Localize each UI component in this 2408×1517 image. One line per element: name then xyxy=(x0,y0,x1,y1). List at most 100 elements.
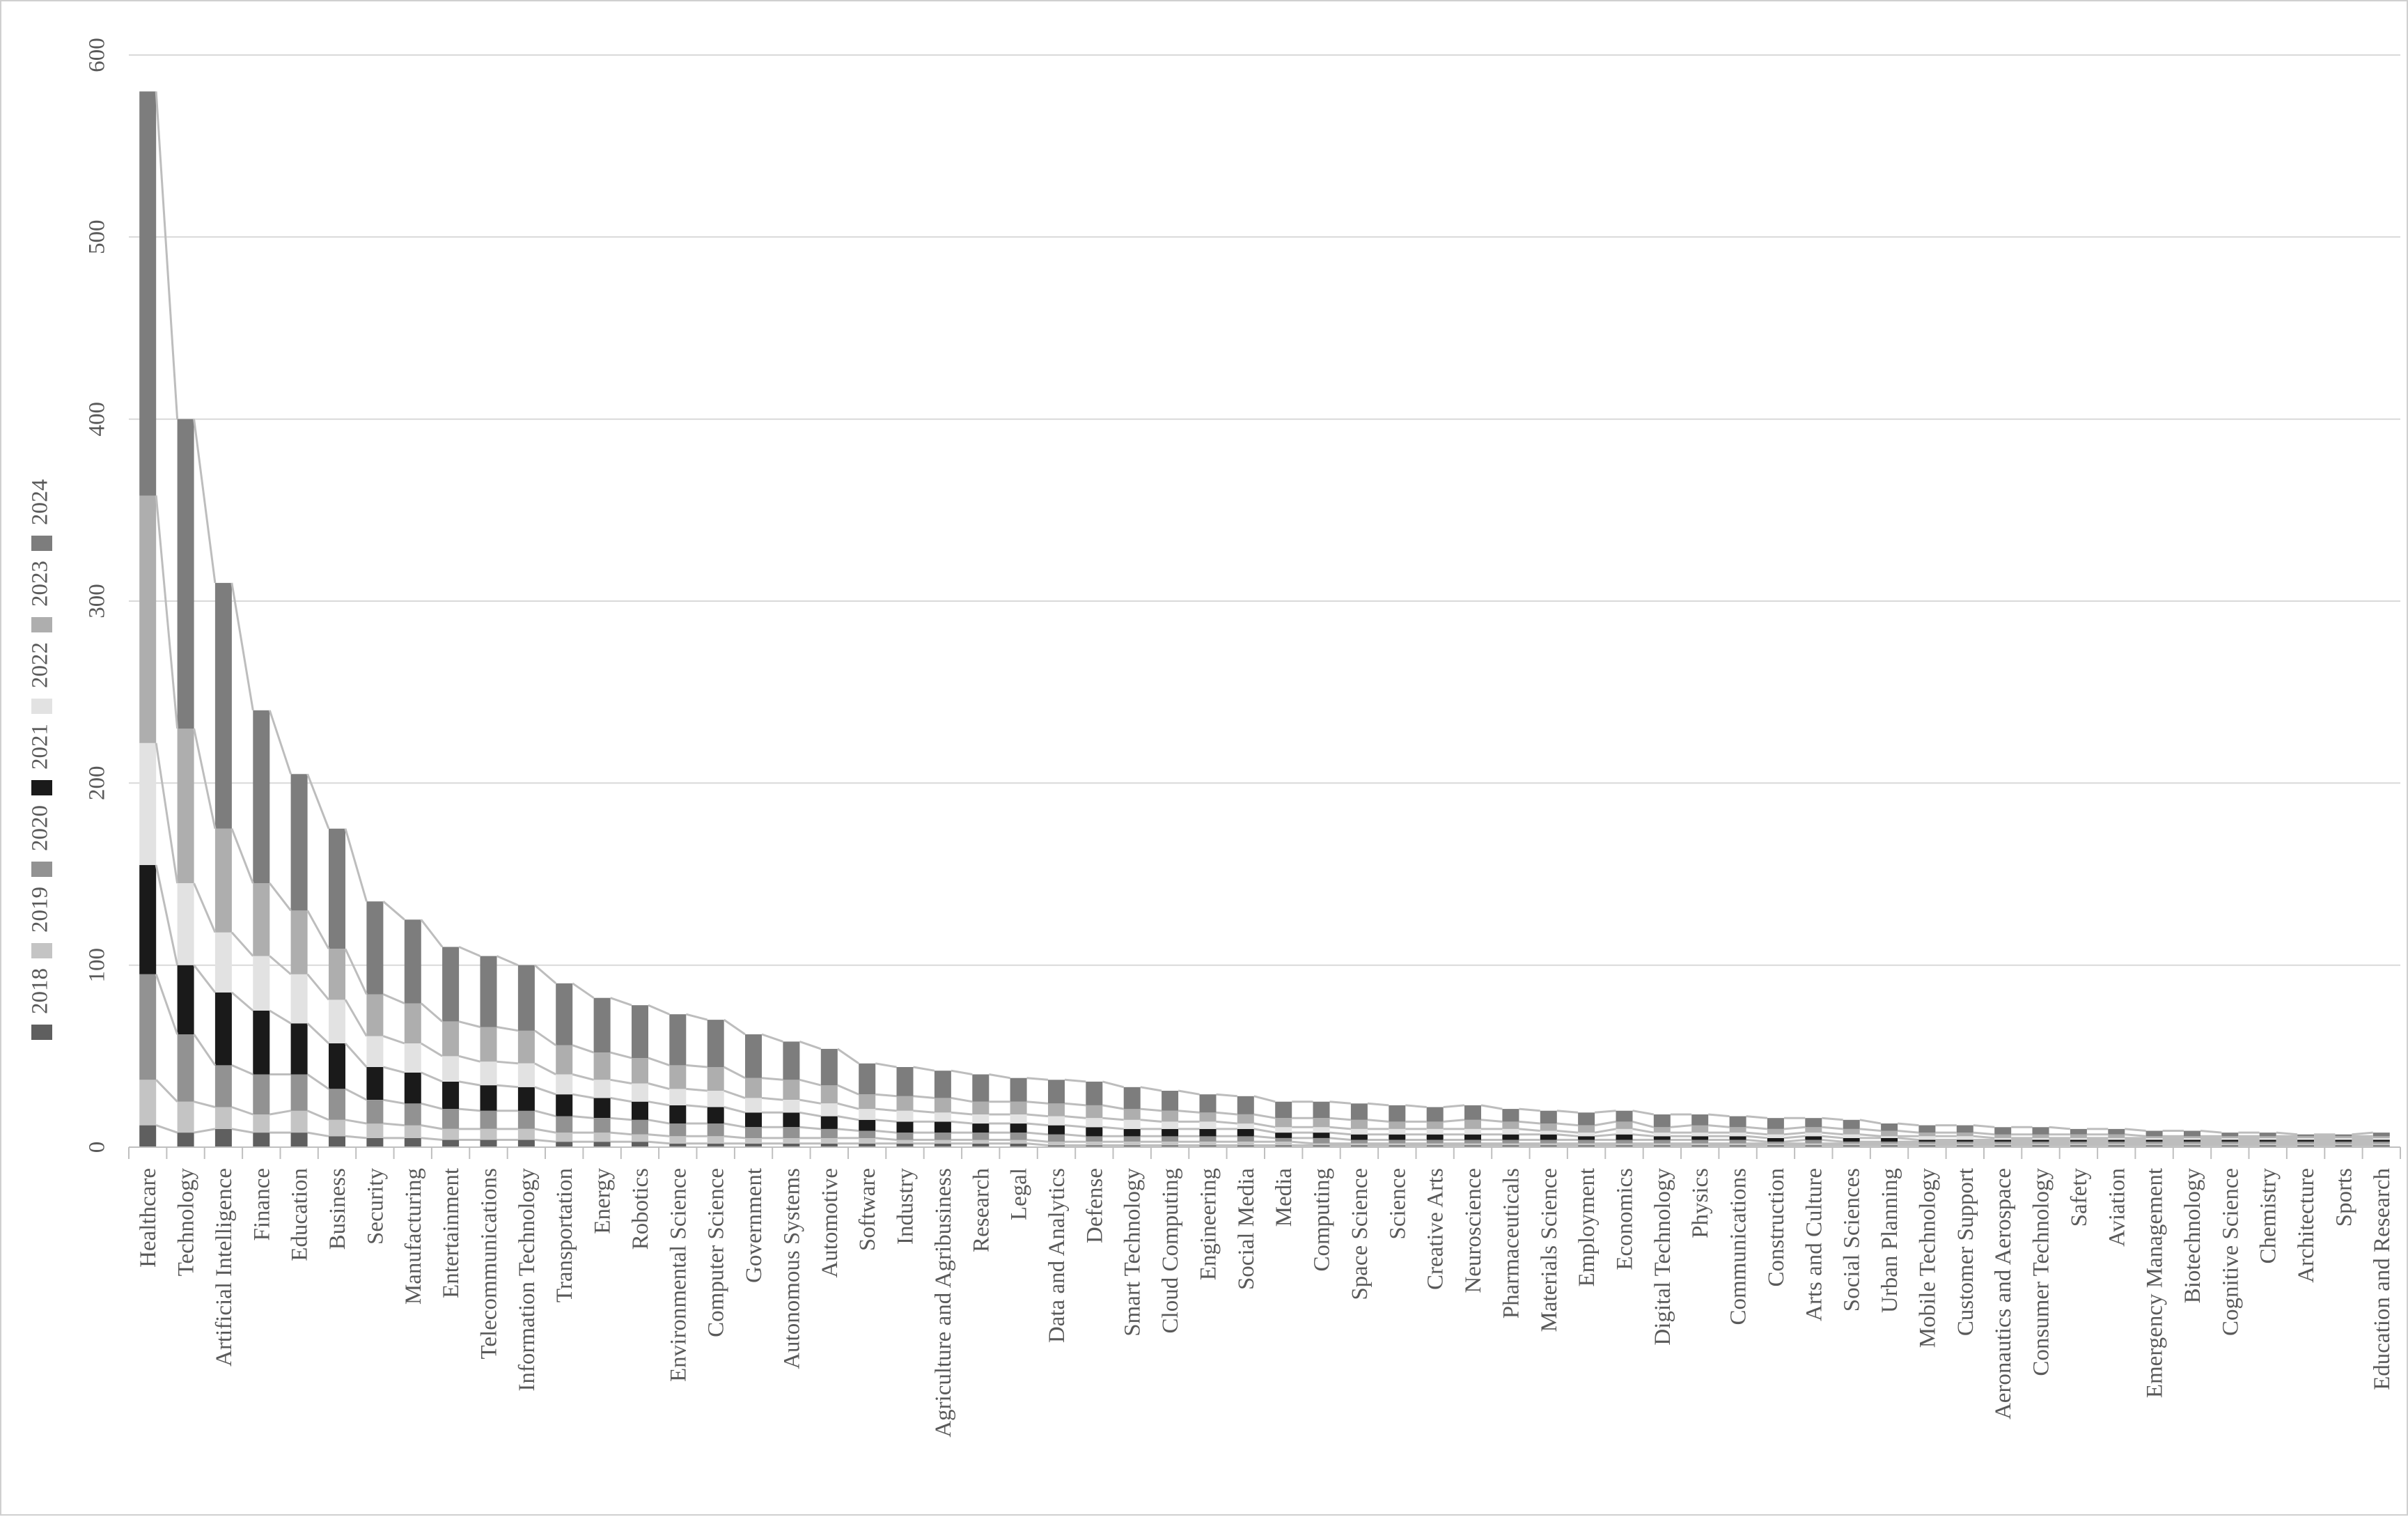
series-line xyxy=(1897,1122,1919,1127)
x-category-label: Automotive xyxy=(818,1168,843,1278)
bar-segment-2020 xyxy=(290,1074,308,1111)
series-line xyxy=(1746,1126,1768,1130)
bar-segment-2024 xyxy=(2145,1130,2163,1137)
series-line xyxy=(1178,1110,1200,1114)
bar-segment-2021 xyxy=(745,1112,762,1128)
bar-segment-2022 xyxy=(366,1036,384,1067)
bar-segment-2018 xyxy=(2108,1145,2125,1147)
bar-segment-2019 xyxy=(1199,1142,1217,1146)
bar-segment-2021 xyxy=(517,1087,535,1111)
series-line xyxy=(1329,1100,1352,1105)
series-line xyxy=(421,1071,443,1083)
bar-segment-2023 xyxy=(1843,1128,1860,1135)
bar-segment-2021 xyxy=(669,1105,687,1123)
bar-segment-2024 xyxy=(442,947,460,1022)
series-line xyxy=(344,1043,368,1068)
bar-segment-2023 xyxy=(859,1094,876,1110)
x-category-label: Smart Technology xyxy=(1120,1168,1146,1337)
series-line xyxy=(648,1100,670,1107)
bar-segment-2024 xyxy=(1729,1116,1746,1128)
bar-segment-2021 xyxy=(366,1067,384,1100)
bar-segment-2024 xyxy=(896,1067,914,1096)
x-category-label: Sports xyxy=(2331,1168,2356,1227)
bar-segment-2019 xyxy=(1653,1143,1671,1146)
bar-segment-2021 xyxy=(2221,1139,2239,1142)
bar-segment-2024 xyxy=(934,1071,951,1098)
legend-label: 2024 xyxy=(28,479,53,525)
bar-segment-2022 xyxy=(896,1110,914,1122)
bar-segment-2024 xyxy=(632,1005,648,1058)
series-line xyxy=(875,1107,897,1112)
series-line xyxy=(1746,1115,1768,1119)
bar-segment-2018 xyxy=(1389,1145,1406,1147)
series-line xyxy=(837,1084,859,1096)
series-line xyxy=(383,1066,405,1074)
bar-segment-2024 xyxy=(1616,1110,1633,1122)
series-line xyxy=(382,1035,405,1045)
series-line xyxy=(496,955,519,967)
bar-segment-2021 xyxy=(859,1119,876,1131)
series-line xyxy=(421,1102,443,1110)
bar-segment-2019 xyxy=(1729,1143,1746,1146)
bar-segment-2020 xyxy=(1502,1139,1519,1144)
bar-segment-2023 xyxy=(290,910,308,974)
bar-segment-2024 xyxy=(1426,1107,1444,1122)
y-tick-label: 300 xyxy=(85,584,110,619)
series-line xyxy=(648,1119,670,1125)
bar-segment-2022 xyxy=(1578,1133,1595,1137)
series-line xyxy=(723,1018,746,1036)
x-category-label: Transportation xyxy=(552,1168,577,1302)
bar-segment-2021 xyxy=(1275,1133,1292,1138)
series-line xyxy=(458,1107,480,1112)
legend-item-2019: 2019 xyxy=(28,887,53,958)
bar-segment-2019 xyxy=(517,1128,535,1140)
bar-segment-2019 xyxy=(1843,1143,1860,1146)
x-category-label: Cloud Computing xyxy=(1158,1168,1183,1333)
bar-segment-2024 xyxy=(214,582,232,829)
bar-segment-2024 xyxy=(1275,1101,1292,1119)
series-line xyxy=(1102,1126,1124,1130)
series-line xyxy=(382,993,405,1004)
bar-segment-2021 xyxy=(1464,1134,1481,1140)
bar-segment-2023 xyxy=(896,1096,914,1111)
bar-segment-2020 xyxy=(1010,1133,1027,1140)
series-line xyxy=(1140,1107,1162,1112)
bar-segment-2022 xyxy=(2070,1137,2087,1140)
series-line xyxy=(1746,1131,1768,1136)
bar-segment-2021 xyxy=(2259,1139,2276,1142)
series-line xyxy=(193,882,217,933)
series-line xyxy=(686,1087,707,1092)
series-line xyxy=(1973,1131,1995,1136)
series-line xyxy=(193,1034,217,1066)
bar-segment-2018 xyxy=(1086,1145,1103,1147)
series-line xyxy=(572,1093,594,1099)
bar-segment-2021 xyxy=(139,864,157,974)
bar-segment-2023 xyxy=(1540,1123,1557,1131)
series-line xyxy=(421,1124,443,1130)
bar-segment-2022 xyxy=(2145,1137,2163,1140)
y-tick-label: 100 xyxy=(85,948,110,983)
bar-segment-2020 xyxy=(1881,1142,1898,1144)
series-line xyxy=(497,1026,519,1032)
series-line xyxy=(1102,1104,1124,1110)
bar-segment-2022 xyxy=(1881,1136,1898,1138)
bar-segment-2022 xyxy=(1767,1134,1784,1138)
bar-segment-2022 xyxy=(2372,1137,2390,1140)
bar-segment-2022 xyxy=(1275,1127,1292,1133)
series-line xyxy=(458,1055,480,1063)
series-line xyxy=(2352,1131,2373,1136)
bar-segment-2020 xyxy=(1729,1139,1746,1144)
bar-segment-2019 xyxy=(1350,1143,1368,1146)
bar-segment-2024 xyxy=(820,1048,838,1086)
bar-segment-2022 xyxy=(404,1043,421,1073)
bar-segment-2024 xyxy=(1464,1105,1481,1120)
bar-segment-2024 xyxy=(1502,1109,1519,1122)
bar-segment-2019 xyxy=(783,1137,800,1144)
series-line xyxy=(1064,1133,1086,1137)
bar-segment-2018 xyxy=(2145,1145,2163,1147)
series-line xyxy=(799,1111,822,1118)
legend-label: 2020 xyxy=(28,805,53,851)
series-line xyxy=(1822,1135,1843,1139)
x-category-label: Computing xyxy=(1310,1168,1335,1272)
series-line xyxy=(799,1098,822,1105)
